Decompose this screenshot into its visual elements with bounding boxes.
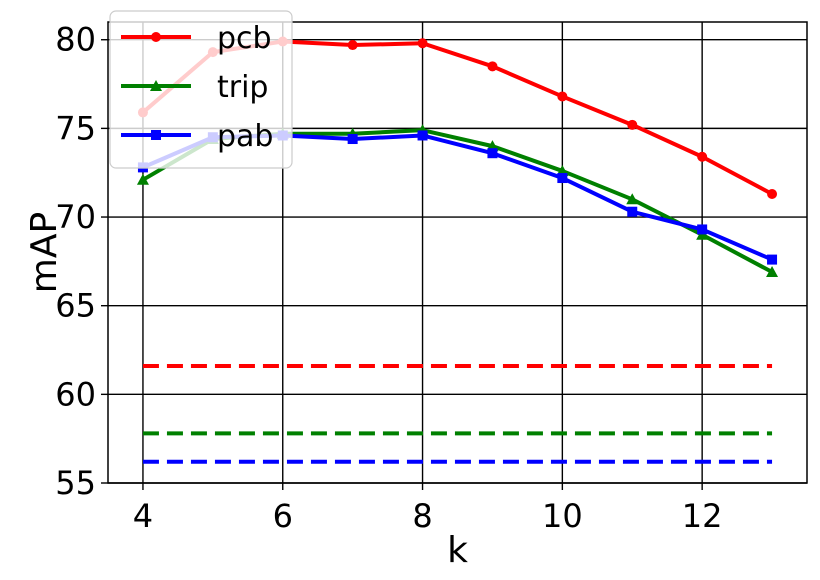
legend-swatch-marker [151,32,161,42]
point-pab [627,206,638,217]
x-tick-label: 4 [133,497,153,535]
point-pab [487,148,498,159]
point-trip [136,173,149,185]
y-tick-label: 80 [55,21,96,59]
y-tick-label: 55 [55,464,96,502]
y-tick-label: 70 [55,198,96,236]
x-tick-label: 10 [542,497,583,535]
plot-frame [107,21,808,484]
x-tick-label: 12 [682,497,723,535]
legend-item-pcb: pcb [121,21,272,56]
x-tick-label: 8 [412,497,432,535]
y-ticks: 55 60 65 70 75 80 [55,21,108,502]
y-tick-label: 60 [55,375,96,413]
legend-item-pab: pab [121,119,273,154]
point-pcb [627,119,638,130]
x-tick-label: 6 [273,497,293,535]
y-tick-label: 65 [55,287,96,325]
point-pab [417,130,428,141]
x-ticks: 4 6 8 10 12 [133,483,723,535]
point-trip [766,266,779,278]
point-pab [697,224,708,235]
point-pab [557,173,568,184]
legend-label: trip [217,70,268,105]
x-axis-label: k [447,530,468,571]
point-pcb [557,91,568,102]
legend-label: pab [217,119,273,154]
point-pab [767,254,778,265]
legend-item-trip: trip [121,70,268,105]
baselines [142,363,773,464]
y-tick-label: 75 [55,109,96,147]
legend-swatch-marker [150,80,162,91]
point-pcb [697,151,708,162]
point-pab [347,134,358,145]
point-pcb [417,38,428,49]
point-pcb [767,188,778,199]
legend-label: pcb [217,21,272,56]
point-pcb [347,40,358,51]
y-axis-label: mAP [24,212,65,293]
legend-swatch-marker [151,130,161,140]
point-pcb [487,61,498,72]
legend-box [109,10,293,169]
legend: pcb trip pab [109,10,293,169]
point-trip [626,193,639,205]
